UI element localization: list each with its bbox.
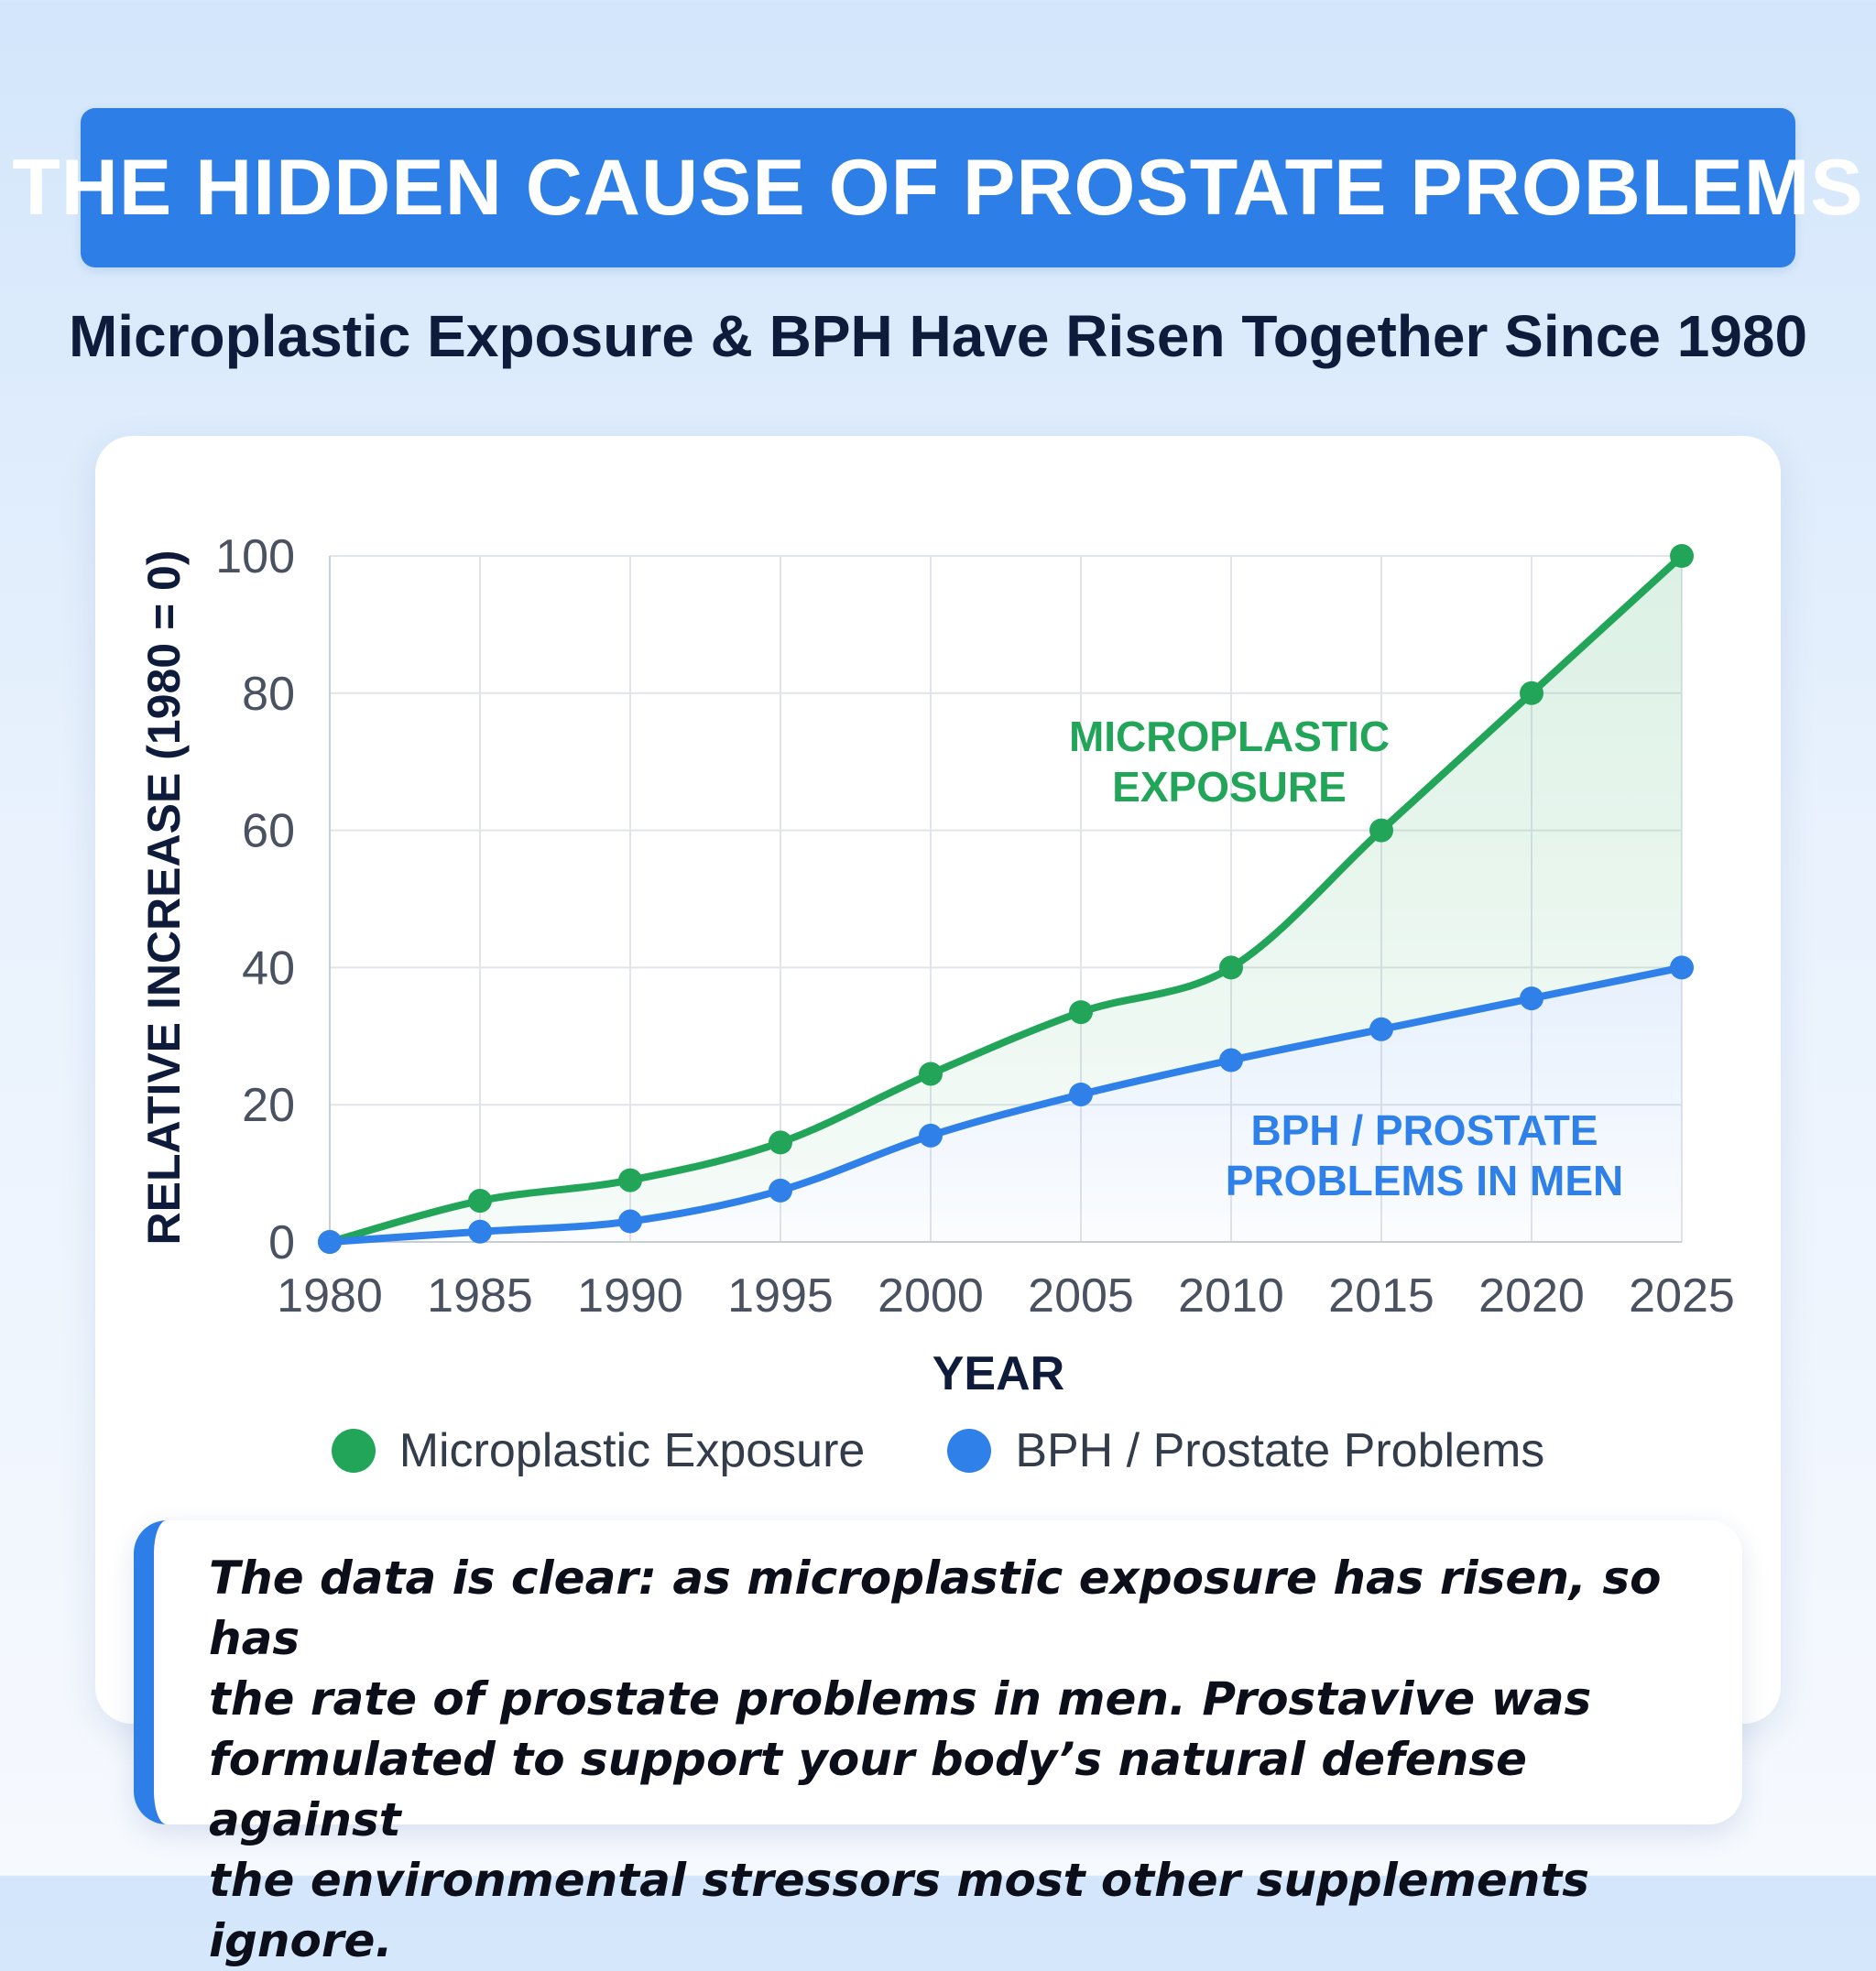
- x-tick-label: 2020: [1478, 1269, 1585, 1323]
- data-point-microplastic: [1219, 955, 1243, 980]
- data-point-bph: [468, 1219, 492, 1244]
- x-tick-label: 2005: [1028, 1269, 1134, 1323]
- x-tick-label: 2000: [878, 1269, 984, 1323]
- callout-line: The data is clear: as microplastic expos…: [209, 1552, 1662, 1665]
- data-point-bph: [618, 1209, 642, 1234]
- x-tick-label: 1995: [727, 1269, 834, 1323]
- data-point-bph: [919, 1123, 943, 1148]
- y-tick-label: 0: [268, 1216, 295, 1269]
- y-tick-label: 100: [215, 530, 295, 583]
- annotation-bph: PROBLEMS IN MEN: [1226, 1157, 1623, 1204]
- area-between: [330, 556, 1682, 1242]
- data-point-bph: [1069, 1082, 1093, 1106]
- legend-label-microplastic: Microplastic Exposure: [398, 1424, 866, 1477]
- y-tick-label: 80: [242, 668, 295, 721]
- x-tick-label: 2015: [1328, 1269, 1434, 1323]
- data-point-microplastic: [769, 1130, 792, 1155]
- y-tick-label: 60: [242, 805, 295, 858]
- data-point-bph: [1369, 1017, 1393, 1041]
- y-axis-title: RELATIVE INCREASE (1980 = 0): [138, 550, 190, 1245]
- legend-item-bph: BPH / Prostate Problems: [947, 1423, 1544, 1478]
- annotation-bph: BPH / PROSTATE: [1250, 1106, 1598, 1154]
- callout-line: the environmental stressors most other s…: [209, 1854, 1589, 1967]
- data-point-microplastic: [1369, 818, 1393, 843]
- legend-marker-microplastic: [331, 1429, 376, 1473]
- page-title: THE HIDDEN CAUSE OF PROSTATE PROBLEMS: [12, 143, 1864, 232]
- data-point-microplastic: [468, 1189, 492, 1214]
- series-line-bph: [326, 964, 1685, 1246]
- chart-areas: [330, 556, 1682, 1242]
- data-point-bph: [318, 1230, 342, 1254]
- legend-marker-bph: [947, 1429, 992, 1473]
- series-line-microplastic: [326, 552, 1685, 1246]
- x-tick-label: 2025: [1629, 1269, 1735, 1323]
- chart-lines: [326, 552, 1685, 1246]
- callout-line: the rate of prostate problems in men. Pr…: [209, 1672, 1592, 1726]
- data-point-microplastic: [618, 1168, 642, 1192]
- page-subtitle: Microplastic Exposure & BPH Have Risen T…: [68, 303, 1808, 369]
- data-point-bph: [1670, 955, 1694, 980]
- callout-text: The data is clear: as microplastic expos…: [209, 1548, 1706, 1971]
- legend-label-bph: BPH / Prostate Problems: [1015, 1424, 1545, 1477]
- callout-line: formulated to support your body’s natura…: [209, 1733, 1527, 1846]
- x-tick-label: 1990: [577, 1269, 683, 1323]
- chart-legend: Microplastic Exposure BPH / Prostate Pro…: [0, 1418, 1876, 1484]
- chart-points: [318, 544, 1694, 1254]
- y-tick-label: 40: [242, 942, 295, 995]
- data-point-microplastic: [919, 1062, 943, 1086]
- data-point-microplastic: [1069, 1000, 1093, 1025]
- x-axis-title: YEAR: [933, 1347, 1064, 1400]
- data-point-microplastic: [1670, 544, 1694, 568]
- annotation-microplastic: EXPOSURE: [1112, 763, 1347, 811]
- data-point-bph: [1520, 986, 1543, 1011]
- x-tick-label: 1985: [427, 1269, 533, 1323]
- annotation-microplastic: MICROPLASTIC: [1069, 713, 1390, 760]
- callout-box: The data is clear: as microplastic expos…: [134, 1520, 1742, 1967]
- title-banner: THE HIDDEN CAUSE OF PROSTATE PROBLEMS: [12, 108, 1863, 267]
- line-chart: 1980 1985 1990 1995 2000 2005 2010 2015 2020 2025…: [138, 530, 1735, 1400]
- x-tick-label: 1980: [277, 1269, 383, 1323]
- data-point-bph: [1219, 1048, 1243, 1073]
- y-tick-label: 20: [242, 1079, 295, 1132]
- chart-labels: 1980 1985 1990 1995 2000 2005 2010 2015 2020 2025…: [138, 530, 1735, 1400]
- data-point-microplastic: [1520, 681, 1543, 705]
- data-point-bph: [769, 1178, 792, 1203]
- x-tick-label: 2010: [1178, 1269, 1284, 1323]
- area-bph: [330, 967, 1682, 1242]
- legend-item-microplastic: Microplastic Exposure: [331, 1423, 866, 1478]
